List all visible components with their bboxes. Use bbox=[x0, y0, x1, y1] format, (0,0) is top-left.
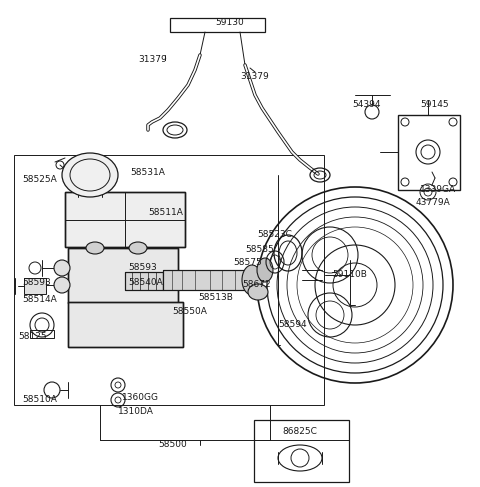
Bar bbox=[68, 302, 183, 347]
Bar bbox=[68, 302, 183, 347]
Text: 58531A: 58531A bbox=[130, 168, 165, 177]
Text: 54394: 54394 bbox=[352, 100, 381, 109]
Bar bbox=[30, 330, 54, 338]
Text: 58513B: 58513B bbox=[198, 293, 233, 302]
Bar bbox=[14, 155, 324, 405]
Text: 58540A: 58540A bbox=[128, 278, 163, 287]
Text: 59130: 59130 bbox=[215, 18, 244, 27]
Bar bbox=[163, 270, 248, 290]
Circle shape bbox=[54, 260, 70, 276]
Text: 59145: 59145 bbox=[420, 100, 449, 109]
Bar bbox=[65, 192, 185, 247]
Bar bbox=[398, 115, 460, 190]
Text: 31379: 31379 bbox=[240, 72, 269, 81]
Text: 58550A: 58550A bbox=[172, 307, 207, 316]
Text: 58510A: 58510A bbox=[22, 395, 57, 404]
Text: 58594: 58594 bbox=[278, 320, 307, 329]
Text: 58593: 58593 bbox=[22, 278, 51, 287]
Bar bbox=[163, 270, 248, 290]
Bar bbox=[68, 248, 178, 303]
Bar bbox=[170, 18, 265, 32]
Text: 58511A: 58511A bbox=[148, 208, 183, 217]
Bar bbox=[125, 272, 163, 290]
Bar bbox=[68, 248, 178, 303]
Text: 86825C: 86825C bbox=[282, 427, 317, 436]
Text: 31379: 31379 bbox=[138, 55, 167, 64]
Text: 58593: 58593 bbox=[128, 263, 157, 272]
Bar bbox=[24, 278, 46, 294]
Ellipse shape bbox=[257, 258, 273, 282]
Bar bbox=[65, 192, 185, 247]
Ellipse shape bbox=[129, 242, 147, 254]
Bar bbox=[254, 420, 349, 482]
Text: 58585: 58585 bbox=[245, 245, 274, 254]
Text: 43779A: 43779A bbox=[416, 198, 451, 207]
Text: 58500: 58500 bbox=[158, 440, 187, 449]
Ellipse shape bbox=[86, 242, 104, 254]
Text: 58523C: 58523C bbox=[257, 230, 292, 239]
Text: 58575: 58575 bbox=[233, 258, 262, 267]
Text: 59110B: 59110B bbox=[332, 270, 367, 279]
Ellipse shape bbox=[62, 153, 118, 197]
Text: 1360GG: 1360GG bbox=[122, 393, 159, 402]
Text: 58125: 58125 bbox=[18, 332, 47, 341]
Text: 1310DA: 1310DA bbox=[118, 407, 154, 416]
Circle shape bbox=[54, 277, 70, 293]
Bar bbox=[125, 272, 163, 290]
Ellipse shape bbox=[242, 265, 262, 295]
Text: 1339GA: 1339GA bbox=[420, 185, 456, 194]
Text: 58514A: 58514A bbox=[22, 295, 57, 304]
Text: 58672: 58672 bbox=[242, 280, 271, 289]
Ellipse shape bbox=[248, 284, 268, 300]
Text: 58525A: 58525A bbox=[22, 175, 57, 184]
